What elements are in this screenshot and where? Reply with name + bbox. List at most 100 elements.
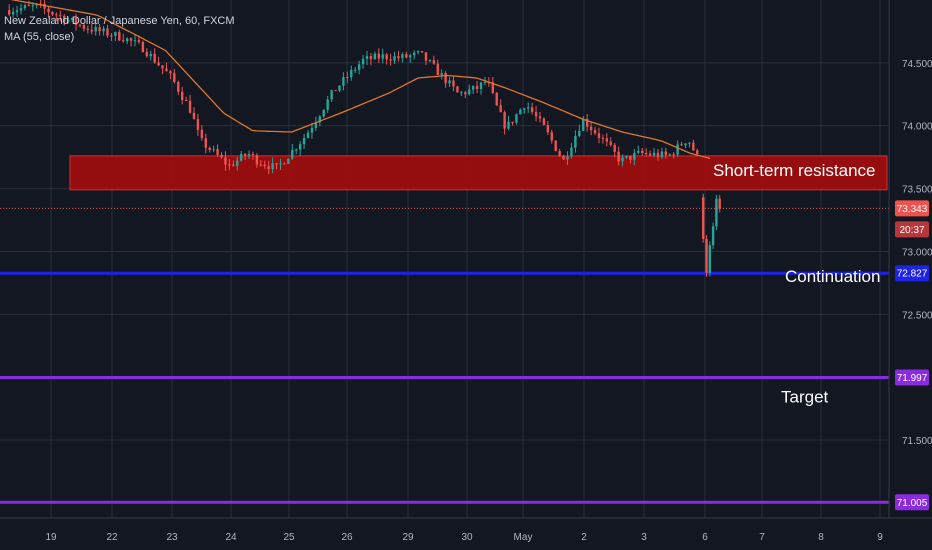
candle-body	[287, 158, 290, 164]
candle-body	[118, 32, 121, 41]
candle-body	[558, 150, 561, 156]
candle-body	[342, 77, 345, 86]
candle-body	[66, 19, 70, 22]
candle-body	[393, 56, 396, 61]
candle-body	[216, 149, 219, 155]
time-tick-label: 3	[641, 532, 647, 543]
candle-body	[688, 142, 691, 144]
candle-body	[153, 53, 156, 63]
candle-body	[196, 119, 200, 130]
candle-body	[271, 163, 274, 170]
price-tick-label: 74.500	[902, 59, 932, 70]
symbol-title[interactable]: New Zealand Dollar / Japanese Yen, 60, F…	[4, 15, 235, 27]
candle-body	[47, 8, 50, 13]
candle-body	[122, 40, 125, 42]
countdown-tag-label: 20:37	[899, 225, 924, 236]
candle-body	[554, 140, 557, 151]
time-tick-label: 9	[877, 532, 883, 543]
candle-body	[495, 92, 498, 106]
candle-body	[440, 72, 443, 75]
last-price-tag-label: 73.343	[897, 204, 928, 215]
candle-body	[479, 82, 483, 89]
candle-body	[483, 82, 487, 84]
candle-body	[397, 56, 400, 59]
candle-body	[475, 85, 479, 89]
candle-body	[409, 55, 412, 58]
candle-body	[259, 164, 263, 166]
candle-body	[416, 51, 420, 53]
time-tick-label: 19	[45, 532, 57, 543]
candle-body	[527, 107, 530, 109]
candle-body	[507, 121, 510, 129]
candle-body	[137, 40, 141, 43]
candle-body	[322, 109, 325, 117]
candle-body	[633, 152, 636, 160]
moving-average-line	[10, 0, 711, 160]
candle-body	[629, 155, 632, 160]
candle-body	[672, 154, 675, 156]
candle-body	[664, 151, 668, 155]
annotations-layer: Short-term resistance Continuation Target	[713, 161, 880, 407]
candle-body	[318, 116, 322, 123]
time-tick-label: 29	[402, 532, 414, 543]
candle-body	[499, 105, 502, 113]
candle-body	[471, 85, 475, 90]
candle-body	[102, 28, 105, 32]
candle-body	[534, 112, 538, 117]
candle-body	[212, 149, 215, 151]
candle-body	[78, 24, 82, 26]
candle-body	[149, 53, 152, 57]
time-tick-label: 22	[106, 532, 118, 543]
candle-body	[43, 3, 46, 9]
candle-body	[562, 155, 565, 160]
time-tick-label: 8	[818, 532, 824, 543]
indicator-label[interactable]: MA (55, close)	[4, 31, 75, 43]
candle-body	[585, 118, 589, 127]
time-tick-label: 2	[581, 532, 587, 543]
candle-body	[644, 153, 648, 155]
candle-body	[702, 197, 705, 239]
candle-body	[668, 154, 671, 156]
candle-body	[593, 130, 597, 134]
level-2-tag-label: 71.005	[897, 498, 928, 509]
candle-body	[708, 245, 711, 273]
candle-body	[530, 107, 534, 113]
candle-body	[369, 56, 373, 60]
candle-body	[711, 226, 715, 246]
candle-body	[381, 54, 384, 59]
candle-body	[641, 150, 644, 154]
candle-body	[597, 133, 601, 138]
candle-body	[405, 54, 408, 58]
candle-body	[275, 163, 278, 165]
candle-body	[542, 118, 546, 126]
candle-body	[523, 108, 526, 110]
candle-body	[456, 86, 459, 93]
candle-body	[228, 164, 231, 166]
candle-body	[94, 27, 97, 32]
candle-body	[574, 135, 577, 148]
resistance-zone	[69, 155, 888, 191]
candle-body	[637, 150, 640, 153]
candle-body	[129, 38, 133, 41]
time-tick-label: 24	[225, 532, 237, 543]
candle-body	[705, 238, 708, 273]
candle-body	[208, 147, 211, 150]
candle-body	[338, 85, 341, 91]
candle-body	[114, 32, 117, 36]
continuation-annotation: Continuation	[785, 267, 880, 286]
candle-body	[326, 99, 329, 110]
candle-body	[302, 138, 306, 145]
resistance-zone-layer	[69, 155, 888, 191]
chart-legend: New Zealand Dollar / Japanese Yen, 60, F…	[4, 13, 235, 45]
candle-body	[589, 126, 593, 131]
candle-body	[444, 72, 447, 84]
candle-body	[680, 144, 683, 146]
time-tick-label: 7	[759, 532, 765, 543]
candle-body	[90, 29, 93, 32]
candle-body	[609, 141, 612, 145]
candle-body	[515, 114, 518, 123]
candle-body	[31, 5, 34, 7]
candle-body	[19, 8, 23, 11]
candle-body	[373, 53, 377, 60]
